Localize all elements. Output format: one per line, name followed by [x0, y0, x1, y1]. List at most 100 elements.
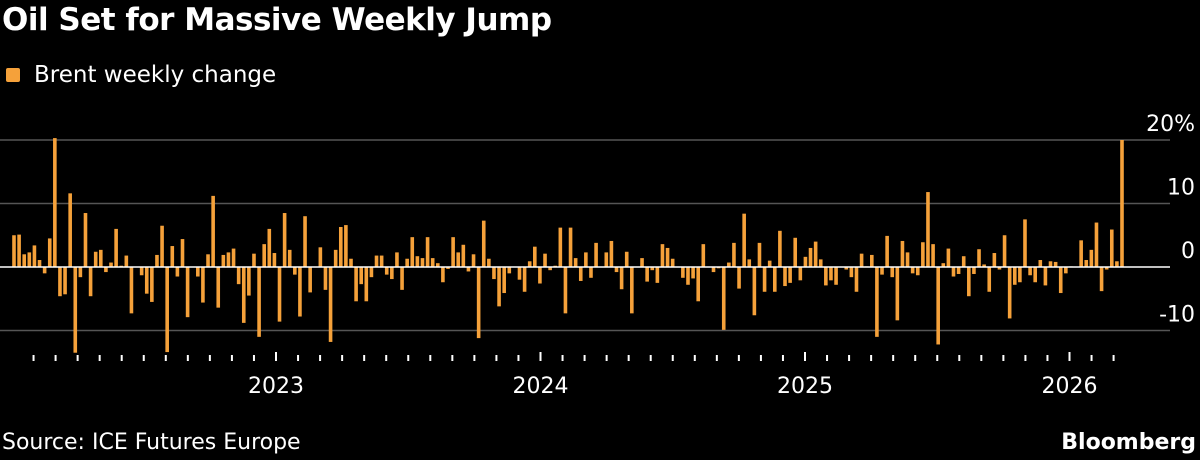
bar: [425, 237, 430, 267]
bar: [1104, 267, 1109, 270]
bar: [936, 267, 940, 345]
x-tick-label: 2024: [513, 374, 569, 399]
bar: [430, 258, 435, 267]
bar: [548, 267, 552, 271]
bar: [267, 228, 272, 267]
bar: [247, 267, 251, 296]
bar: [441, 267, 445, 283]
bar: [849, 267, 854, 278]
legend-label: Brent weekly change: [34, 62, 277, 88]
bar: [206, 254, 210, 267]
bar: [1038, 260, 1043, 267]
bar: [104, 267, 108, 273]
bar: [1120, 140, 1124, 267]
bar: [624, 251, 629, 267]
bar: [890, 267, 895, 278]
bar: [691, 267, 695, 279]
bar: [277, 267, 282, 322]
bar: [272, 253, 277, 267]
bar: [165, 267, 169, 353]
bar: [68, 193, 72, 267]
bar: [844, 267, 849, 270]
bar: [870, 254, 874, 267]
legend-swatch: [6, 68, 20, 82]
bar: [727, 262, 731, 267]
bar: [737, 267, 741, 289]
bar: [1048, 261, 1053, 267]
bar: [813, 241, 818, 267]
bar: [1115, 261, 1119, 267]
bar: [747, 259, 752, 267]
bar: [941, 263, 946, 267]
bar: [323, 267, 328, 290]
bar: [410, 237, 415, 267]
bar: [466, 267, 471, 272]
bloomberg-logo: Bloomberg: [1061, 430, 1196, 455]
bar: [379, 255, 384, 267]
legend: Brent weekly change: [6, 62, 276, 88]
bar: [1033, 267, 1037, 283]
bar: [93, 251, 98, 267]
bar: [216, 267, 221, 308]
bar: [1089, 249, 1094, 267]
bar: [32, 245, 37, 267]
bar: [961, 256, 966, 267]
bar: [226, 252, 231, 267]
bar: [451, 237, 455, 267]
bar: [880, 267, 884, 275]
bar: [144, 267, 149, 294]
bar: [185, 267, 190, 318]
bar: [384, 267, 389, 275]
bar: [956, 267, 961, 274]
bar: [390, 267, 394, 280]
bar: [338, 226, 343, 267]
bar: [1028, 267, 1032, 276]
bar: [262, 244, 266, 267]
bar: [915, 267, 920, 276]
bar: [1007, 267, 1012, 319]
bar: [1094, 222, 1099, 267]
bar: [732, 242, 736, 267]
bar: [522, 267, 527, 292]
bar: [972, 267, 976, 274]
bar: [951, 267, 956, 277]
bar: [900, 240, 905, 267]
bar: [1018, 267, 1022, 283]
bar: [73, 267, 78, 353]
bar: [497, 267, 501, 307]
bar: [492, 267, 496, 280]
bar: [742, 213, 746, 267]
bar: [257, 267, 261, 337]
bar: [180, 239, 185, 267]
bar: [1079, 240, 1083, 267]
bar: [354, 267, 358, 302]
bar: [1099, 267, 1104, 292]
bar: [170, 246, 175, 267]
bar: [772, 267, 777, 292]
y-tick-label: 0: [1181, 239, 1195, 264]
bar: [420, 258, 425, 267]
bar: [854, 267, 859, 292]
bar: [573, 258, 578, 267]
bar: [686, 267, 690, 285]
bar: [1053, 261, 1058, 267]
bar: [859, 253, 864, 267]
bar: [558, 227, 563, 267]
bar: [589, 267, 593, 278]
bar: [721, 267, 726, 330]
bar: [201, 267, 205, 303]
bar: [507, 267, 512, 274]
bar: [415, 256, 420, 267]
bar: [58, 267, 62, 297]
bar: [63, 267, 67, 295]
bar: [374, 255, 379, 267]
bar: [665, 247, 670, 267]
bar: [762, 267, 767, 292]
bar: [1064, 267, 1068, 274]
bar: [241, 267, 246, 323]
bar: [788, 267, 792, 283]
bar: [27, 252, 32, 267]
bar: [594, 242, 598, 267]
bar: [155, 254, 159, 267]
